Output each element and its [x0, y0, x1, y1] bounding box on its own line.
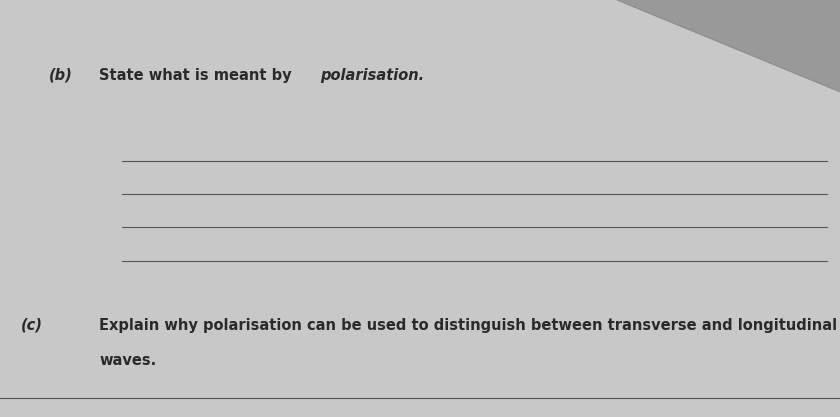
- Polygon shape: [617, 0, 840, 92]
- Text: Explain why polarisation can be used to distinguish between transverse and longi: Explain why polarisation can be used to …: [99, 318, 837, 333]
- Text: polarisation.: polarisation.: [320, 68, 424, 83]
- Text: State what is meant by: State what is meant by: [99, 68, 297, 83]
- Text: waves.: waves.: [99, 353, 156, 368]
- Text: (b): (b): [49, 68, 72, 83]
- Polygon shape: [617, 0, 840, 92]
- Text: (c): (c): [21, 318, 43, 333]
